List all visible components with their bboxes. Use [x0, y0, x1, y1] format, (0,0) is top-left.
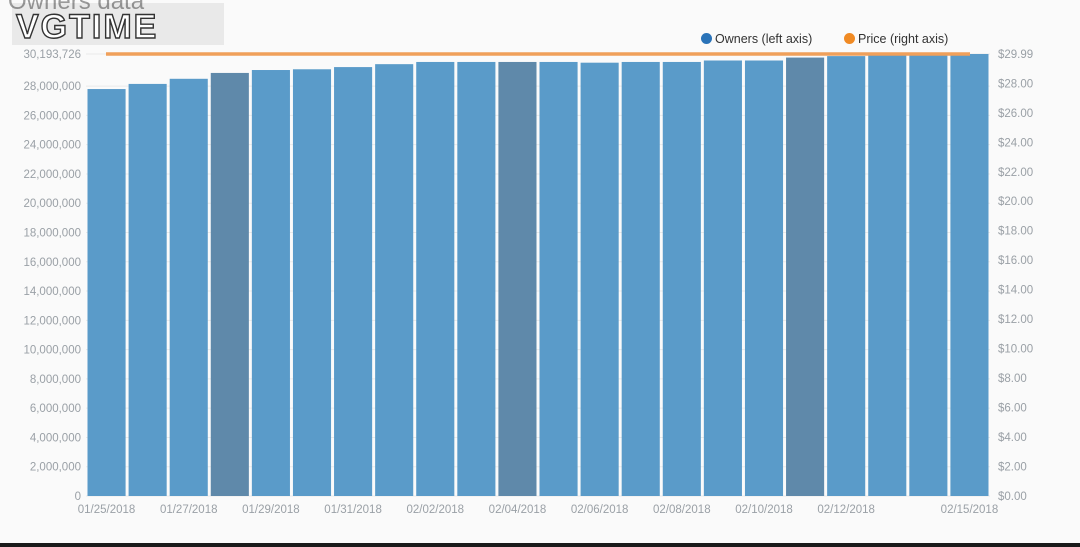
owners-bar-10[interactable]: [457, 61, 496, 496]
owners-bar-5[interactable]: [251, 70, 290, 497]
legend-price-label: Price (right axis): [858, 32, 948, 46]
owners-bar-16[interactable]: [703, 60, 742, 497]
right-axis-tick-label: $0.00: [998, 491, 1027, 503]
right-axis-tick-label: $10.00: [998, 344, 1033, 356]
watermark-logo: VGTIME: [12, 3, 224, 47]
owners-bar-19[interactable]: [827, 56, 866, 497]
left-axis-tick-label: 16,000,000: [23, 257, 81, 269]
owners-bar-9[interactable]: [416, 61, 455, 496]
right-axis-tick-label: $29.99: [998, 49, 1033, 61]
right-axis-tick-label: $16.00: [998, 255, 1033, 267]
left-axis-tick-label: 2,000,000: [30, 462, 81, 474]
right-axis-tick-label: $2.00: [998, 462, 1027, 474]
left-axis-ticks: 0 2,000,000 4,000,000 6,000,000 8,000,000 10,…: [23, 49, 81, 503]
left-axis-tick-label: 0: [75, 491, 81, 503]
owners-bar-4[interactable]: [210, 72, 249, 496]
x-axis-tick-label: 02/15/2018: [941, 504, 999, 516]
owners-bar-8[interactable]: [375, 64, 414, 496]
owners-bar-7[interactable]: [334, 67, 373, 497]
chart-header-title: Owners data: [8, 0, 145, 15]
right-axis-tick-label: $14.00: [998, 285, 1033, 297]
x-axis-tick-label: 01/25/2018: [78, 504, 136, 516]
owners-bar-17[interactable]: [744, 60, 784, 497]
left-axis-tick-label: 18,000,000: [23, 228, 81, 240]
x-axis-tick-label: 01/31/2018: [324, 504, 382, 516]
right-axis-tick-label: $18.00: [998, 226, 1033, 238]
left-axis-tick-label: 26,000,000: [23, 110, 81, 122]
right-axis-tick-label: $24.00: [998, 137, 1033, 149]
left-axis-tick-label: 22,000,000: [23, 169, 81, 181]
x-axis-tick-label: 02/12/2018: [817, 504, 875, 516]
left-axis-tick-label: 10,000,000: [23, 345, 81, 357]
left-axis-tick-label: 20,000,000: [23, 198, 81, 210]
right-axis-tick-label: $20.00: [998, 196, 1033, 208]
x-axis-tick-label: 02/02/2018: [406, 504, 464, 516]
right-axis-tick-label: $22.00: [998, 167, 1033, 179]
x-axis-tick-label: 02/04/2018: [489, 504, 547, 516]
x-axis-ticks: 01/25/2018 01/27/2018 01/29/2018 01/31/2018…: [78, 504, 998, 516]
left-axis-tick-label: 24,000,000: [23, 140, 81, 152]
left-axis-tick-label: 28,000,000: [23, 81, 81, 93]
owners-bar-11[interactable]: [498, 61, 537, 496]
owners-bar-2[interactable]: [128, 83, 167, 497]
left-axis-tick-label: 14,000,000: [23, 286, 81, 298]
owners-bar-15[interactable]: [662, 61, 701, 496]
chart-legend: Owners (left axis) Price (right axis): [701, 32, 948, 46]
owners-bar-18[interactable]: [786, 57, 825, 496]
owners-bar-22[interactable]: [950, 54, 989, 496]
x-axis-tick-label: 02/10/2018: [735, 504, 793, 516]
right-axis-tick-label: $28.00: [998, 78, 1033, 90]
owners-bar-13[interactable]: [580, 62, 619, 496]
owners-bar-14[interactable]: [621, 61, 660, 496]
right-axis-tick-label: $8.00: [998, 373, 1027, 385]
owners-bar-20[interactable]: [868, 55, 907, 496]
owners-bar-3[interactable]: [169, 78, 208, 496]
right-axis-tick-label: $6.00: [998, 403, 1027, 415]
left-axis-tick-label: 12,000,000: [23, 315, 81, 327]
owners-bar-12[interactable]: [539, 61, 578, 496]
owners-bar-6[interactable]: [292, 69, 332, 496]
legend-owners-label: Owners (left axis): [715, 32, 812, 46]
x-axis-tick-label: 02/06/2018: [571, 504, 629, 516]
owners-bars: [87, 54, 989, 497]
right-axis-tick-label: $26.00: [998, 108, 1033, 120]
bottom-border: [0, 543, 1080, 547]
owners-bar-21[interactable]: [909, 54, 948, 496]
x-axis-tick-label: 01/27/2018: [160, 504, 218, 516]
legend-price-marker: [844, 33, 855, 44]
right-axis-tick-label: $12.00: [998, 314, 1033, 326]
left-axis-tick-label: 4,000,000: [30, 432, 81, 444]
legend-owners-marker: [701, 33, 712, 44]
right-axis-ticks: $0.00 $2.00 $4.00 $6.00 $8.00 $10.00 $12.00 $14…: [998, 49, 1033, 503]
x-axis-tick-label: 02/08/2018: [653, 504, 711, 516]
left-axis-tick-label: 6,000,000: [30, 403, 81, 415]
watermark-text: VGTIME: [16, 8, 158, 46]
left-axis-tick-label: 30,193,726: [23, 49, 81, 61]
owners-bar-1[interactable]: [87, 89, 126, 496]
x-axis-tick-label: 01/29/2018: [242, 504, 300, 516]
left-axis-tick-label: 8,000,000: [30, 374, 81, 386]
right-axis-tick-label: $4.00: [998, 432, 1027, 444]
